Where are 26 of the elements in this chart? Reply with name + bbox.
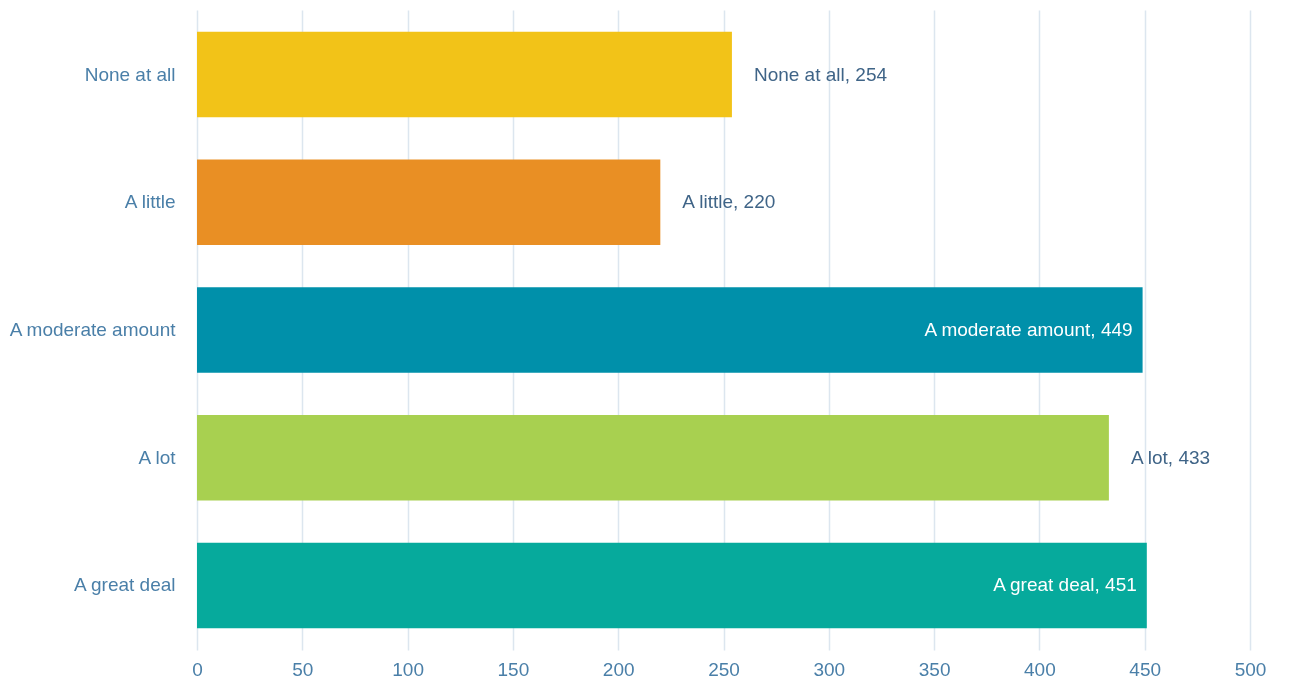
x-tick-label: 400	[1024, 658, 1056, 680]
bar	[197, 542, 1147, 629]
bar	[197, 287, 1143, 373]
bar	[197, 414, 1109, 501]
x-tick-label: 500	[1234, 658, 1267, 680]
y-tick-label: A moderate amount	[9, 319, 177, 340]
x-tick-label: 450	[1129, 658, 1162, 680]
bar	[197, 159, 661, 246]
y-tick-label: A lot	[138, 446, 177, 468]
x-tick-label: 150	[497, 658, 530, 680]
y-tick-label: A great deal	[74, 574, 176, 596]
data-label: None at all, 254	[753, 63, 888, 85]
data-label: A lot, 433	[1130, 446, 1211, 468]
bar	[197, 31, 732, 118]
data-label: A moderate amount, 449	[924, 319, 1133, 340]
x-tick-label: 100	[392, 658, 424, 680]
x-tick-label: 250	[708, 658, 740, 680]
data-label: A great deal, 451	[993, 574, 1137, 596]
x-tick-label: 350	[918, 658, 951, 680]
x-tick-label: 50	[292, 658, 314, 680]
x-tick-label: 200	[602, 658, 635, 680]
x-tick-label: 0	[192, 658, 203, 680]
y-tick-label: A little	[124, 191, 176, 213]
data-label: A little, 220	[682, 191, 776, 213]
y-tick-label: None at all	[84, 63, 176, 85]
x-tick-label: 300	[813, 658, 846, 680]
